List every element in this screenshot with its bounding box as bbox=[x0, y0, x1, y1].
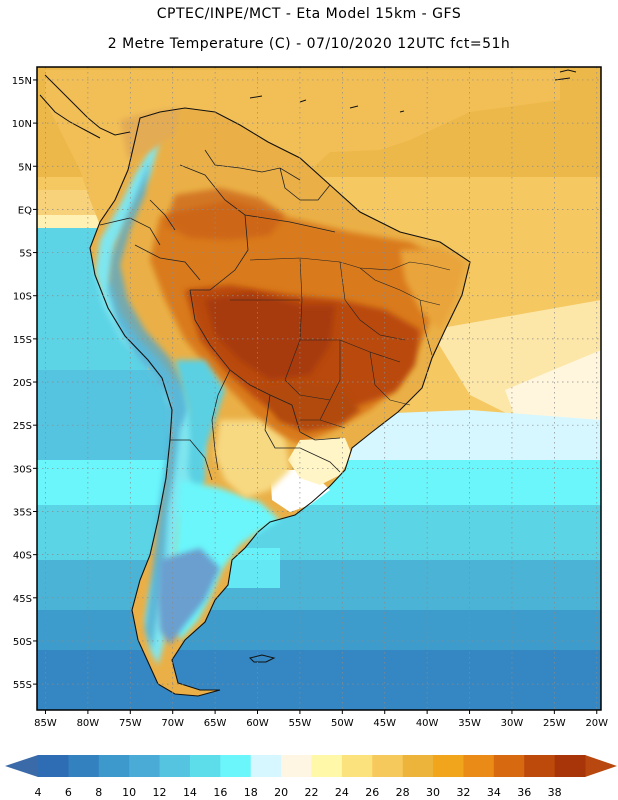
colorbar-cell bbox=[68, 755, 100, 777]
colorbar-cell bbox=[341, 755, 373, 777]
colorbar-cell bbox=[402, 755, 434, 777]
colorbar-label: 12 bbox=[153, 786, 167, 799]
colorbar-label: 4 bbox=[35, 786, 42, 799]
colorbar-cell bbox=[189, 755, 221, 777]
colorbar-label: 18 bbox=[244, 786, 258, 799]
falkland-islands bbox=[249, 654, 276, 663]
colorbar-cell bbox=[524, 755, 556, 777]
colorbar-cell bbox=[98, 755, 130, 777]
lon-label: 60W bbox=[246, 718, 269, 729]
colorbar-label: 10 bbox=[122, 786, 136, 799]
colorbar-cell bbox=[493, 755, 525, 777]
colorbar-label: 8 bbox=[95, 786, 102, 799]
lon-label: 30W bbox=[501, 718, 524, 729]
colorbar: 4 6 8 10 12 14 16 18 20 22 24 26 28 30 32 34 36 38 bbox=[5, 755, 617, 799]
colorbar-label: 24 bbox=[335, 786, 349, 799]
lat-label: 30S bbox=[13, 464, 32, 475]
colorbar-cell bbox=[281, 755, 312, 777]
colorbar-label: 20 bbox=[274, 786, 288, 799]
coastline bbox=[89, 107, 471, 697]
colorbar-label: 6 bbox=[65, 786, 72, 799]
colorbar-cell bbox=[463, 755, 495, 777]
colorbar-cell bbox=[311, 755, 343, 777]
colorbar-label: 16 bbox=[213, 786, 227, 799]
lat-label: 10S bbox=[13, 292, 32, 303]
lat-label: 5N bbox=[18, 162, 32, 173]
ocean-field bbox=[37, 67, 601, 710]
lat-label: 5S bbox=[19, 249, 32, 260]
lon-label: 70W bbox=[161, 718, 184, 729]
country-borders bbox=[99, 149, 341, 481]
lon-label: 25W bbox=[543, 718, 566, 729]
colorbar-cell bbox=[372, 755, 404, 777]
colorbar-label: 34 bbox=[487, 786, 501, 799]
lat-label: 20S bbox=[13, 378, 32, 389]
colorbar-label: 22 bbox=[305, 786, 319, 799]
colorbar-label: 30 bbox=[426, 786, 440, 799]
lon-label: 80W bbox=[77, 718, 100, 729]
lat-label: 50S bbox=[13, 637, 32, 648]
lat-label: EQ bbox=[18, 205, 32, 216]
colorbar-cell bbox=[220, 755, 252, 777]
map-title: CPTEC/INPE/MCT - Eta Model 15km - GFS bbox=[156, 6, 462, 22]
lon-label: 40W bbox=[416, 718, 439, 729]
colorbar-cell bbox=[433, 755, 464, 777]
lat-label: 45S bbox=[13, 594, 32, 605]
lat-label: 10N bbox=[12, 119, 32, 130]
lon-label: 35W bbox=[458, 718, 481, 729]
lon-label: 75W bbox=[119, 718, 142, 729]
colorbar-low-arrow bbox=[5, 755, 38, 777]
lon-label: 45W bbox=[373, 718, 396, 729]
plot-frame bbox=[36, 66, 602, 711]
lat-label: 25S bbox=[13, 421, 32, 432]
lon-label: 65W bbox=[204, 718, 227, 729]
colorbar-high-arrow bbox=[585, 755, 617, 777]
colorbar-label: 28 bbox=[396, 786, 410, 799]
lon-label: 85W bbox=[34, 718, 57, 729]
lon-label: 55W bbox=[289, 718, 312, 729]
map-subtitle: 2 Metre Temperature (C) - 07/10/2020 12U… bbox=[107, 36, 511, 52]
lat-label: 15N bbox=[12, 76, 32, 87]
colorbar-cell bbox=[129, 755, 161, 777]
lon-label: 20W bbox=[585, 718, 608, 729]
colorbar-cell bbox=[554, 755, 586, 777]
state-borders bbox=[230, 257, 451, 429]
lat-label: 35S bbox=[13, 507, 32, 518]
colorbar-cell bbox=[159, 755, 191, 777]
lon-label: 50W bbox=[331, 718, 354, 729]
colorbar-label: 36 bbox=[517, 786, 531, 799]
lat-label: 15S bbox=[13, 335, 32, 346]
colorbar-cell bbox=[38, 755, 69, 777]
map-grid bbox=[37, 67, 601, 710]
longitude-labels: 85W 80W 75W 70W 65W 60W 55W 50W 45W 40W 35W 30W 25W 2… bbox=[34, 718, 608, 729]
lat-label: 55S bbox=[13, 680, 32, 691]
colorbar-label: 14 bbox=[183, 786, 197, 799]
colorbar-label: 26 bbox=[365, 786, 379, 799]
colorbar-label: 38 bbox=[548, 786, 562, 799]
lat-label: 40S bbox=[13, 551, 32, 562]
map-ticks bbox=[33, 79, 598, 714]
colorbar-label: 32 bbox=[456, 786, 470, 799]
caribbean-islands bbox=[249, 69, 577, 113]
map-plot-area bbox=[37, 67, 601, 710]
latitude-labels: 15N 10N 5N EQ 5S 10S 15S 20S 25S 30S 35S 40S 45S 50S 5… bbox=[12, 76, 32, 691]
colorbar-cell bbox=[250, 755, 282, 777]
